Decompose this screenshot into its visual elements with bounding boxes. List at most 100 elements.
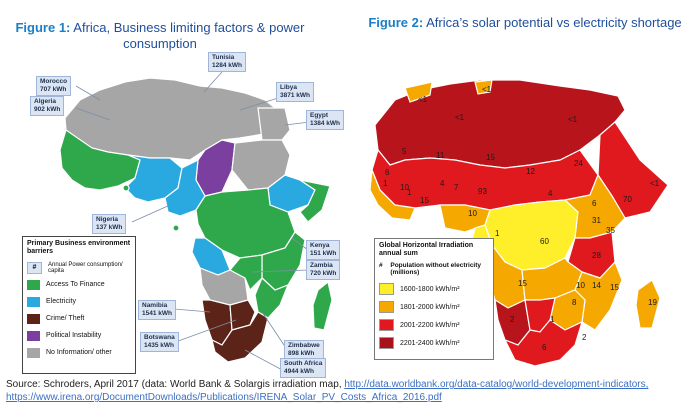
- solar-southafrica-red: [503, 319, 583, 367]
- pop-label: 11: [436, 151, 445, 160]
- pop-label: 93: [478, 187, 487, 196]
- figure1-title: Figure 1: Africa, Business limiting fact…: [10, 20, 310, 52]
- region-southafrica: [211, 311, 269, 363]
- callout-algeria: Algeria 902 kWh: [30, 96, 65, 116]
- callout-value: 902 kWh: [34, 106, 61, 113]
- pop-label: 24: [574, 159, 583, 168]
- pop-label: 15: [610, 283, 619, 292]
- callout-botswana: Botswana 1435 kWh: [140, 332, 179, 352]
- pop-label: 12: [526, 167, 535, 176]
- legend-item: 1600-1800 kWh/m²: [375, 280, 493, 298]
- region-west-green: [59, 129, 141, 191]
- pop-label: 60: [540, 237, 549, 246]
- legend-item: 1801-2000 kWh/m²: [375, 298, 493, 316]
- legend-swatch: [27, 330, 40, 341]
- region-central-blue: [164, 158, 206, 217]
- callout-name: Algeria: [34, 98, 57, 105]
- callout-name: Kenya: [310, 242, 330, 249]
- pop-label: 28: [592, 251, 601, 260]
- pop-label: 1: [495, 229, 500, 238]
- callout-value: 3871 kWh: [280, 92, 310, 99]
- callout-name: Botswana: [144, 334, 175, 341]
- legend-swatch: [27, 347, 40, 358]
- legend-item: 2001-2200 kWh/m²: [375, 316, 493, 334]
- pop-label: 2: [510, 315, 515, 324]
- callout-libya: Libya 3871 kWh: [276, 82, 314, 102]
- pop-label: 15: [486, 153, 495, 162]
- legend-label: No Information/ other: [46, 349, 112, 356]
- legend-label: Annual Power consumption/ capita: [48, 261, 123, 274]
- legend-business-barriers: Primary Business environment barriers # …: [22, 236, 136, 374]
- pop-label: <1: [568, 115, 578, 124]
- legend-symbol: #: [379, 262, 383, 269]
- callout-zimbabwe: Zimbabwe 898 kWh: [284, 340, 324, 360]
- callout-zambia: Zambia 720 kWh: [306, 260, 341, 280]
- callout-value: 151 kWh: [310, 250, 337, 257]
- pop-label: 1: [407, 188, 412, 197]
- legend-symbol-label: Population without electricity (millions…: [390, 262, 482, 276]
- pop-label: 10: [468, 209, 477, 218]
- solar-coast-orange: [404, 81, 433, 103]
- source-text: Source: Schroders, April 2017 (data: Wor…: [6, 379, 342, 390]
- legend-swatch: [379, 301, 394, 313]
- legend-swatch: [27, 296, 40, 307]
- legend-label: Political Instability: [46, 332, 102, 339]
- pop-label: 6: [542, 343, 547, 352]
- source-link-irena[interactable]: https://www.irena.org/DocumentDownloads/…: [6, 392, 442, 403]
- figure2-title-prefix: Figure 2:: [368, 15, 424, 30]
- legend-swatch: [379, 337, 394, 349]
- figure2-title-text: Africa’s solar potential vs electricity …: [426, 15, 682, 30]
- callout-value: 4944 kWh: [284, 368, 314, 375]
- pop-label: 4: [548, 189, 553, 198]
- pop-label: 6: [385, 168, 390, 177]
- pop-label: 15: [518, 279, 527, 288]
- callout-morocco: Morocco 707 kWh: [36, 76, 72, 96]
- callout-name: Tunisia: [212, 54, 235, 61]
- legend-item: # Annual Power consumption/ capita: [23, 259, 135, 276]
- solar-west-orange: [369, 169, 416, 221]
- pop-label: <1: [482, 85, 492, 94]
- pop-label: <1: [418, 95, 428, 104]
- figure2-title: Figure 2: Africa’s solar potential vs el…: [365, 15, 685, 31]
- legend-item: Electricity: [23, 293, 135, 310]
- region-island-2: [172, 224, 180, 232]
- legend-label: Crime/ Theft: [46, 315, 85, 322]
- pop-label: 1: [383, 179, 388, 188]
- pop-label: 6: [592, 199, 597, 208]
- callout-name: Morocco: [40, 78, 68, 85]
- callout-name: Nigeria: [96, 216, 119, 223]
- source-link-worldbank[interactable]: http://data.worldbank.org/data-catalog/w…: [344, 379, 649, 390]
- solar-east-orange: [563, 173, 626, 239]
- callout-tunisia: Tunisia 1284 kWh: [208, 52, 246, 72]
- region-egypt: [257, 107, 291, 141]
- region-horn: [299, 179, 331, 223]
- legend-irradiation: Global Horizontal Irradiation annual sum…: [374, 238, 494, 360]
- pop-label: <1: [650, 179, 660, 188]
- pop-label: 14: [592, 281, 601, 290]
- legend-symbol: #: [27, 261, 42, 274]
- callout-name: Zambia: [310, 262, 333, 269]
- legend-item: Access To Finance: [23, 276, 135, 293]
- callout-lines: [75, 71, 311, 373]
- pop-label: 8: [572, 298, 577, 307]
- legend-label: 1801-2000 kWh/m²: [400, 303, 460, 311]
- callout-nigeria: Nigeria 137 kWh: [92, 214, 127, 234]
- legend-swatch: [379, 283, 394, 295]
- pop-label: 19: [648, 298, 657, 307]
- pop-label: 4: [440, 179, 445, 188]
- callout-southafrica: South Africa 4944 kWh: [280, 358, 327, 378]
- callout-value: 137 kWh: [96, 224, 123, 231]
- callout-value: 1435 kWh: [144, 342, 174, 349]
- legend-label: 2001-2200 kWh/m²: [400, 321, 460, 329]
- pop-label: 70: [623, 195, 632, 204]
- legend-title: Primary Business environment barriers: [27, 240, 131, 255]
- legend-title: Global Horizontal Irradiation annual sum: [379, 242, 474, 257]
- legend-swatch: [379, 319, 394, 331]
- legend-label: Access To Finance: [46, 281, 105, 288]
- callout-value: 1541 kWh: [142, 310, 172, 317]
- pop-label: 15: [420, 196, 429, 205]
- legend-symbol-row: # Population without electricity (millio…: [375, 261, 493, 280]
- region-mozambique: [254, 276, 290, 319]
- legend-item: 2201-2400 kWh/m²: [375, 334, 493, 352]
- pop-label: 10: [400, 183, 409, 192]
